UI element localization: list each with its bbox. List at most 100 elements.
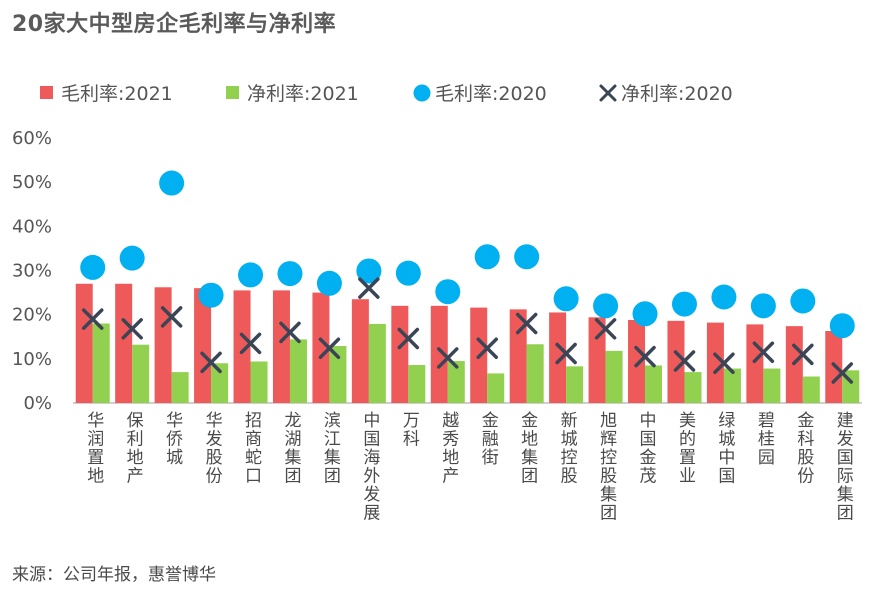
legend-swatch	[40, 86, 53, 99]
marker-gross-2020	[277, 261, 303, 287]
bar-gross-2021	[430, 305, 448, 403]
marker-net-2020	[713, 352, 735, 374]
x-category-label: 华侨城	[166, 411, 183, 468]
marker-net-2020	[200, 351, 222, 374]
legend-label: 净利率:2021	[247, 83, 359, 105]
bar-gross-2021	[588, 317, 606, 403]
marker-gross-2020	[435, 279, 461, 305]
legend-swatch	[226, 86, 239, 99]
legend-label: 净利率:2020	[621, 83, 733, 105]
marker-gross-2020	[395, 260, 421, 286]
x-category-label: 绿城中国	[718, 411, 735, 487]
bar-gross-2021	[115, 283, 133, 403]
bar-net-2021	[211, 363, 229, 403]
marker-net-2020	[752, 341, 775, 363]
x-category-label: 滨江集团	[324, 411, 341, 487]
legend-swatch	[413, 84, 431, 102]
bar-net-2021	[645, 365, 663, 403]
x-category-label: 招商蛇口	[245, 411, 262, 487]
marker-gross-2020	[119, 245, 145, 271]
bar-gross-2021	[509, 309, 527, 403]
marker-gross-2020	[80, 254, 106, 280]
marker-gross-2020	[593, 293, 619, 319]
marker-net-2020	[792, 343, 814, 366]
marker-gross-2020	[159, 170, 185, 196]
bar-net-2021	[132, 344, 150, 403]
marker-net-2020	[476, 337, 498, 359]
marker-net-2020	[160, 306, 183, 328]
bar-gross-2021	[825, 331, 843, 403]
marker-gross-2020	[553, 286, 579, 312]
y-tick-label: 20%	[12, 305, 52, 326]
y-tick-label: 0%	[23, 393, 52, 414]
marker-net-2020	[634, 345, 656, 368]
bar-net-2021	[289, 339, 307, 403]
marker-gross-2020	[829, 313, 855, 339]
bar-gross-2021	[75, 283, 93, 403]
marker-net-2020	[594, 318, 617, 340]
x-category-label: 中国金茂	[640, 411, 657, 487]
source-note: 来源：公司年报，惠誉博华	[12, 565, 216, 585]
bar-gross-2021	[706, 322, 724, 403]
marker-gross-2020	[474, 244, 500, 270]
marker-gross-2020	[238, 262, 264, 288]
bar-net-2021	[487, 373, 505, 403]
bar-net-2021	[566, 366, 584, 403]
x-category-label: 碧桂园	[758, 411, 775, 468]
y-tick-label: 30%	[12, 261, 52, 282]
bar-gross-2021	[272, 290, 290, 403]
marker-gross-2020	[316, 270, 342, 296]
bar-gross-2021	[233, 290, 251, 403]
marker-gross-2020	[711, 284, 737, 310]
x-category-label: 金地集团	[521, 411, 538, 487]
marker-gross-2020	[198, 282, 224, 308]
legend-label: 毛利率:2020	[435, 83, 547, 105]
x-category-label: 建发国际集团	[837, 411, 854, 524]
legend-label: 毛利率:2021	[61, 83, 173, 105]
x-category-label: 金融街	[482, 411, 499, 468]
bar-net-2021	[447, 361, 465, 403]
marker-gross-2020	[632, 301, 658, 327]
bar-net-2021	[250, 361, 268, 403]
bar-net-2021	[171, 372, 189, 403]
marker-net-2020	[437, 347, 459, 369]
y-tick-label: 10%	[12, 349, 52, 370]
bar-net-2021	[368, 323, 386, 403]
bar-net-2021	[802, 376, 820, 403]
marker-net-2020	[515, 312, 538, 335]
y-tick-label: 40%	[12, 216, 52, 237]
x-category-label: 保利地产	[127, 411, 144, 487]
bar-gross-2021	[667, 320, 685, 403]
bar-gross-2021	[746, 324, 764, 403]
x-category-label: 美的置业	[679, 411, 696, 487]
x-category-label: 万科	[403, 411, 420, 450]
bar-gross-2021	[549, 312, 567, 403]
y-tick-label: 60%	[12, 128, 52, 149]
bar-net-2021	[684, 372, 702, 403]
bar-gross-2021	[628, 319, 646, 403]
marker-net-2020	[358, 277, 380, 299]
marker-net-2020	[81, 308, 104, 330]
marker-net-2020	[121, 318, 143, 340]
bar-gross-2021	[351, 299, 369, 403]
bar-net-2021	[92, 323, 110, 403]
y-tick-label: 50%	[12, 172, 52, 193]
marker-gross-2020	[790, 288, 816, 314]
bar-gross-2021	[391, 305, 409, 403]
x-category-label: 中国海外发展	[363, 411, 380, 524]
x-category-label: 新城控股	[561, 411, 578, 487]
bar-net-2021	[408, 365, 426, 403]
marker-net-2020	[279, 321, 301, 344]
bar-net-2021	[605, 350, 623, 403]
chart-title: 20家大中型房企毛利率与净利率	[12, 12, 337, 37]
marker-net-2020	[831, 362, 854, 384]
marker-gross-2020	[750, 293, 776, 319]
marker-net-2020	[555, 342, 577, 365]
x-category-label: 龙湖集团	[284, 411, 301, 487]
bar-gross-2021	[154, 287, 172, 403]
bar-net-2021	[526, 344, 544, 403]
x-category-label: 越秀地产	[442, 411, 459, 487]
marker-net-2020	[397, 327, 420, 350]
marker-gross-2020	[356, 258, 382, 284]
